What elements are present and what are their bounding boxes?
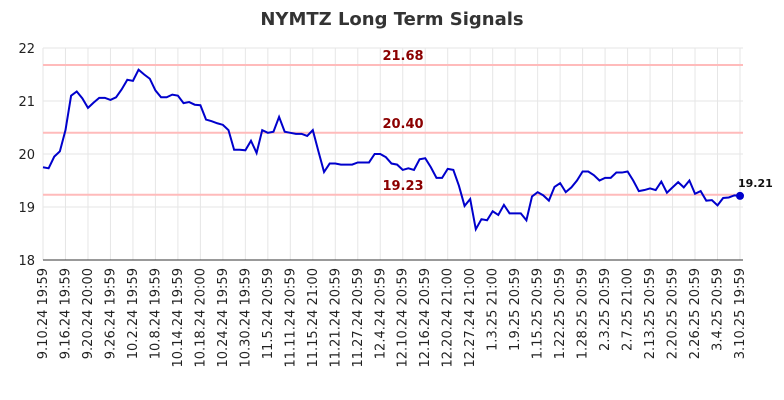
- x-tick-label: 9.16.24 19:59: [58, 268, 73, 359]
- reference-label: 21.68: [382, 49, 423, 64]
- x-tick-label: 12.16.24 20:59: [418, 268, 433, 368]
- x-tick-label: 11.5.24 20:59: [261, 268, 276, 359]
- x-tick-label: 2.20.25 20:59: [666, 268, 681, 359]
- x-tick-label: 11.15.24 21:00: [306, 268, 321, 368]
- x-tick-label: 1.22.25 20:59: [553, 268, 568, 359]
- x-tick-label: 12.27.24 21:00: [463, 268, 478, 368]
- x-tick-label: 10.8.24 19:59: [148, 268, 163, 359]
- x-tick-label: 9.26.24 19:59: [103, 268, 118, 359]
- x-tick-label: 1.28.25 20:59: [576, 268, 591, 359]
- series-line: [42, 68, 741, 233]
- x-tick-label: 10.24.24 19:59: [216, 268, 231, 368]
- y-tick-label: 22: [18, 42, 35, 57]
- x-tick-label: 9.20.24 20:00: [81, 268, 96, 359]
- x-tick-label: 2.13.25 20:59: [643, 268, 658, 359]
- reference-label: 19.23: [382, 179, 423, 194]
- x-tick-label: 10.30.24 19:59: [238, 268, 253, 368]
- x-tick-label: 12.20.24 21:00: [441, 268, 456, 368]
- last-point: [736, 191, 744, 200]
- x-tick-label: 10.18.24 20:00: [193, 268, 208, 368]
- chart-title: NYMTZ Long Term Signals: [260, 9, 523, 30]
- y-tick-label: 20: [18, 148, 35, 163]
- y-tick-label: 18: [18, 254, 35, 269]
- y-tick-label: 19: [18, 201, 35, 216]
- x-tick-label: 10.2.24 19:59: [126, 268, 141, 359]
- x-tick-label: 3.10.25 19:59: [733, 268, 748, 359]
- x-tick-label: 12.10.24 20:59: [396, 268, 411, 368]
- x-tick-label: 11.21.24 20:59: [328, 268, 343, 368]
- x-tick-label: 12.4.24 20:59: [373, 268, 388, 359]
- y-tick-label: 21: [18, 95, 35, 110]
- x-tick-label: 3.4.25 20:59: [711, 268, 726, 351]
- reference-label: 20.40: [382, 117, 423, 132]
- last-value-label: 19.21: [738, 177, 773, 190]
- x-tick-label: 2.7.25 21:00: [621, 268, 636, 351]
- x-tick-label: 1.15.25 20:59: [531, 268, 546, 359]
- x-tick-label: 11.27.24 20:59: [351, 268, 366, 368]
- x-tick-label: 1.3.25 21:00: [486, 268, 501, 351]
- x-tick-label: 1.9.25 20:59: [508, 268, 523, 351]
- x-tick-label: 2.26.25 20:59: [688, 268, 703, 359]
- x-tick-label: 10.14.24 19:59: [171, 268, 186, 368]
- x-tick-label: 11.11.24 20:59: [283, 268, 298, 368]
- x-tick-label: 2.3.25 20:59: [598, 268, 613, 351]
- x-tick-label: 9.10.24 19:59: [36, 268, 51, 359]
